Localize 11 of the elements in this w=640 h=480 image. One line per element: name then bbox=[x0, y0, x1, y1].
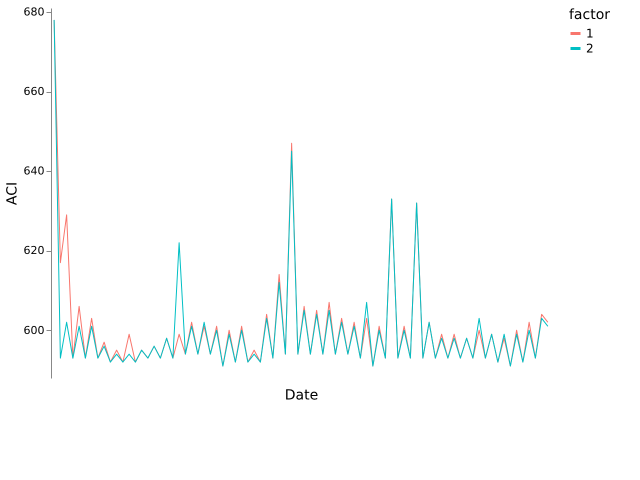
legend-label: 1 bbox=[586, 26, 594, 40]
x-axis-title: Date bbox=[284, 388, 318, 404]
y-tick-label: 660 bbox=[24, 85, 44, 98]
line-series bbox=[54, 19, 548, 367]
y-tick-label: 640 bbox=[24, 164, 44, 178]
legend-title: factor bbox=[569, 7, 610, 23]
y-axis-title: ACI bbox=[4, 182, 21, 206]
legend-label: 2 bbox=[586, 42, 594, 56]
y-tick-label: 680 bbox=[24, 5, 44, 18]
y-tick-label: 620 bbox=[24, 244, 44, 258]
y-tick-label: 600 bbox=[24, 324, 44, 337]
